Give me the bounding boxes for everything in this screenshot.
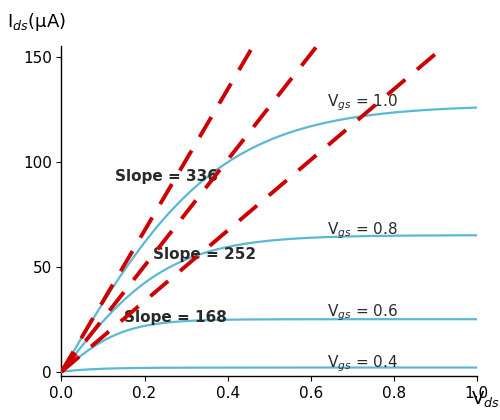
Text: V$_{gs}$ = 0.6: V$_{gs}$ = 0.6 [328,303,398,323]
Text: Slope = 168: Slope = 168 [124,310,226,325]
Text: I$_{ds}$(μA): I$_{ds}$(μA) [8,11,66,33]
Text: V$_{gs}$ = 1.0: V$_{gs}$ = 1.0 [328,92,398,113]
X-axis label: V$_{ds}$: V$_{ds}$ [470,389,500,409]
Text: V$_{gs}$ = 0.4: V$_{gs}$ = 0.4 [328,353,398,374]
Text: Slope = 336: Slope = 336 [116,169,218,184]
Text: V$_{gs}$ = 0.8: V$_{gs}$ = 0.8 [328,220,398,241]
Text: Slope = 252: Slope = 252 [153,247,256,262]
